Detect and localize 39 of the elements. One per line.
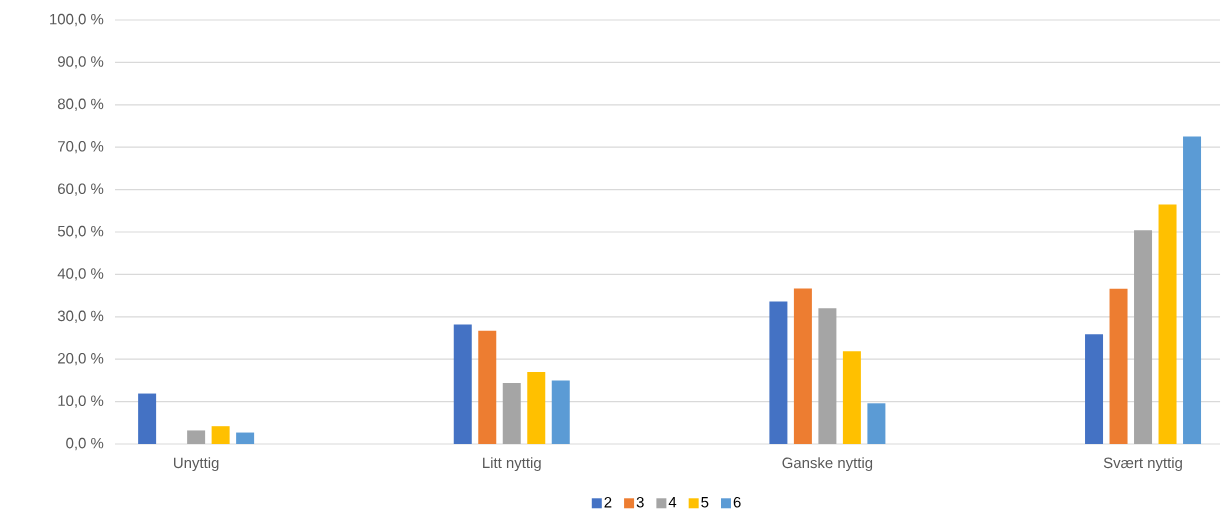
x-tick-label: Unyttig: [174, 457, 219, 472]
bar: [211, 426, 230, 444]
bar: [551, 380, 570, 444]
y-tick-label: 30,0 %: [57, 310, 104, 323]
bar: [187, 430, 206, 444]
y-tick-label: 50,0 %: [57, 225, 104, 239]
bar: [502, 382, 521, 444]
bar: [842, 351, 861, 444]
legend-label: 3: [636, 496, 644, 508]
bar: [867, 403, 886, 444]
bar: [236, 432, 255, 444]
legend-label: 4: [668, 497, 677, 508]
x-tick-label: Litt nyttig: [483, 457, 541, 472]
bar: [1158, 204, 1177, 444]
y-tick-label: 60,0 %: [58, 183, 104, 196]
legend-label: 6: [733, 496, 741, 508]
y-tick-label: 80,0 %: [57, 98, 104, 111]
y-tick-label: 10,0 %: [58, 395, 104, 408]
y-tick-label: 100,0 %: [50, 13, 104, 27]
bar: [818, 308, 837, 444]
bar: [1134, 230, 1153, 444]
y-tick-label: 0,0 %: [66, 437, 104, 451]
legend-label: 2: [604, 496, 612, 508]
bar: [478, 330, 497, 444]
y-tick-label: 40,0 %: [57, 268, 104, 281]
bar: [1109, 288, 1128, 444]
bar: [793, 288, 812, 444]
x-tick-label: Ganske nyttig: [782, 457, 873, 472]
y-tick-label: 70,0 %: [58, 141, 104, 154]
legend-label: 5: [701, 497, 709, 508]
y-tick-label: 20,0 %: [58, 353, 104, 366]
bar: [769, 301, 788, 444]
bar: [138, 393, 157, 444]
y-tick-label: 90,0 %: [58, 56, 104, 69]
x-tick-label: Svært nyttig: [1103, 457, 1182, 472]
bar: [1085, 334, 1104, 444]
bar: [527, 371, 546, 444]
bar: [453, 324, 472, 444]
bar: [1183, 136, 1202, 444]
